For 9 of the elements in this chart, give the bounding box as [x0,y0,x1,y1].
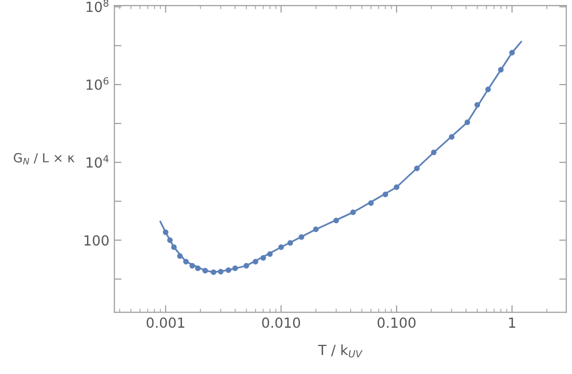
x-tick-label: 0.010 [262,317,300,328]
y-tick-label: 100 [84,235,109,246]
x-tick-label: 0.100 [378,317,416,328]
x-axis-title: T / k$_{UV}$ [318,344,363,358]
y-tick-label: 10$^{6}$ [86,77,108,90]
x-tick-label: 1 [509,318,516,328]
y-axis-title: G$_{N}$ / L × κ [14,153,74,164]
x-tick-label: 0.001 [146,317,184,328]
y-tick-label: 10$^{4}$ [86,155,109,168]
